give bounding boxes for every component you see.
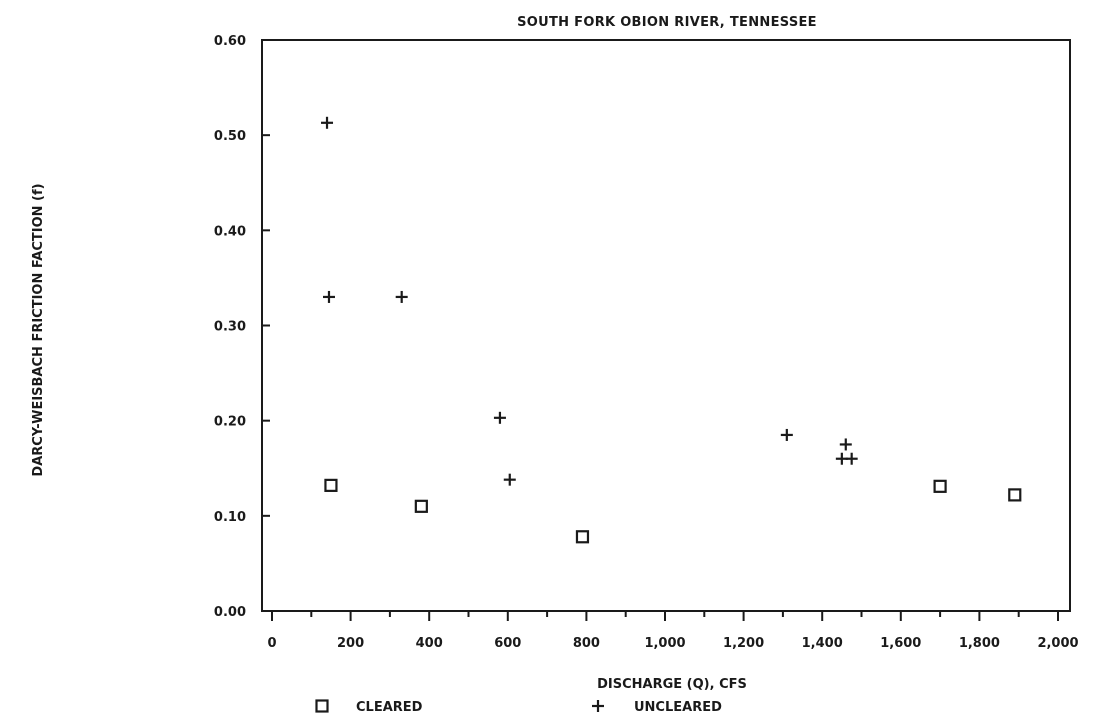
uncleared-point [845,452,858,465]
y-tick-label: 0.30 [214,320,246,335]
uncleared-point [493,411,506,424]
x-tick-label: 1,200 [723,636,764,651]
x-tick-label: 200 [337,636,364,651]
x-tick-label: 1,400 [802,636,843,651]
legend-uncleared-marker [592,700,604,712]
x-axis: 0 200 400 600 800 1,000 1,200 1,400 1,600 1,800 2,… [267,611,1079,651]
legend: CLEARED UNCLEARED [315,699,722,715]
cleared-point [575,530,590,544]
x-tick-label: 0 [267,636,276,651]
y-tick-label: 0.00 [214,605,246,620]
uncleared-point [395,290,408,303]
cleared-point [414,499,428,513]
x-tick-label: 1,000 [644,636,685,651]
plot-frame [261,39,1071,612]
x-tick-label: 600 [494,636,521,651]
y-tick-label: 0.60 [214,34,246,49]
y-axis: 0.00 0.10 0.20 0.30 0.40 0.50 0.60 [214,34,270,620]
cleared-point [324,478,338,492]
legend-cleared-label: CLEARED [356,700,423,715]
uncleared-point [321,116,334,129]
y-tick-label: 0.40 [214,224,246,239]
x-tick-label: 2,000 [1037,636,1078,651]
uncleared-point [322,290,335,303]
x-tick-label: 400 [416,636,443,651]
uncleared-point [780,428,793,441]
uncleared-point [503,473,516,486]
uncleared-point [839,438,852,451]
x-tick-label: 1,600 [880,636,921,651]
cleared-point [933,479,947,493]
x-tick-label: 800 [573,636,600,651]
legend-uncleared-label: UNCLEARED [634,700,722,715]
x-axis-label: DISCHARGE (Q), CFS [597,677,747,692]
y-tick-label: 0.10 [214,510,246,525]
data-points [321,116,1022,544]
chart-title: SOUTH FORK OBION RIVER, TENNESSEE [517,15,817,30]
y-tick-label: 0.50 [214,129,246,144]
legend-cleared-marker [315,699,329,713]
cleared-point [1008,488,1022,502]
y-tick-label: 0.20 [214,415,246,430]
y-axis-label: DARCY-WEISBACH FRICTION FACTION (f) [31,183,46,476]
x-tick-label: 1,800 [959,636,1000,651]
